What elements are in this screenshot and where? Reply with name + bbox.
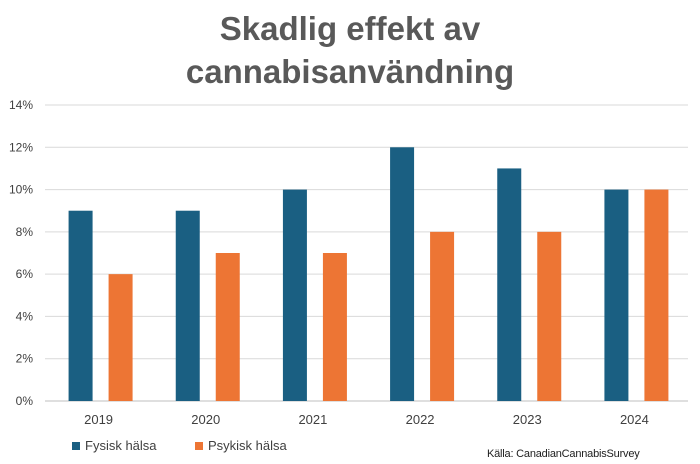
- bar-fysisk-2019: [68, 210, 93, 401]
- bar-psykisk-2020: [215, 253, 240, 401]
- legend-swatch-fysisk: [72, 441, 80, 450]
- x-tick-label: 2019: [84, 412, 113, 427]
- bar-fysisk-2021: [282, 189, 307, 401]
- x-tick-label: 2022: [406, 412, 435, 427]
- x-tick-label: 2021: [298, 412, 327, 427]
- y-tick-label: 0%: [16, 394, 34, 408]
- bar-psykisk-2024: [644, 189, 669, 401]
- x-tick-label: 2024: [620, 412, 649, 427]
- y-tick-label: 12%: [9, 140, 33, 154]
- bar-psykisk-2023: [537, 231, 562, 401]
- legend-item-fysisk: Fysisk hälsa: [72, 438, 157, 453]
- legend-item-psykisk: Psykisk hälsa: [195, 438, 287, 453]
- bar-psykisk-2021: [322, 253, 347, 401]
- legend-label-fysisk: Fysisk hälsa: [85, 438, 157, 453]
- y-tick-label: 10%: [9, 183, 33, 197]
- chart-title-line-1: Skadlig effekt av: [219, 10, 481, 47]
- legend-swatch-psykisk: [195, 441, 203, 450]
- legend-label-psykisk: Psykisk hälsa: [208, 438, 287, 453]
- source-note: Källa: CanadianCannabisSurvey: [487, 448, 640, 460]
- chart-title-line-2: cannabisanvändning: [185, 53, 515, 90]
- y-tick-label: 4%: [16, 309, 34, 323]
- y-tick-label: 14%: [9, 98, 33, 112]
- bar-psykisk-2019: [108, 274, 133, 401]
- x-tick-label: 2023: [513, 412, 542, 427]
- bar-fysisk-2024: [604, 189, 629, 401]
- y-tick-label: 8%: [16, 225, 34, 239]
- bar-psykisk-2022: [430, 231, 455, 401]
- bar-fysisk-2022: [390, 147, 415, 401]
- y-tick-label: 2%: [16, 352, 34, 366]
- bar-fysisk-2023: [497, 168, 522, 401]
- y-tick-label: 6%: [16, 267, 34, 281]
- x-tick-label: 2020: [191, 412, 220, 427]
- bar-fysisk-2020: [175, 210, 200, 401]
